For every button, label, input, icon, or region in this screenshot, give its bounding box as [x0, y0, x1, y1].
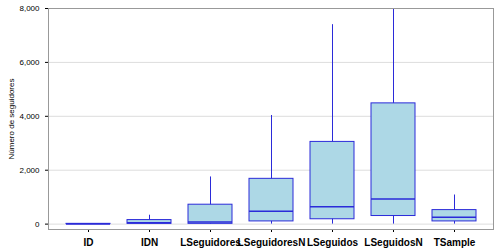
svg-text:6,000: 6,000 [19, 58, 40, 67]
svg-text:ID: ID [84, 237, 94, 248]
svg-text:4,000: 4,000 [19, 112, 40, 121]
svg-text:2,000: 2,000 [19, 166, 40, 175]
svg-text:Número de seguidores: Número de seguidores [7, 79, 16, 160]
svg-text:LSeguidoresN: LSeguidoresN [238, 237, 306, 248]
svg-text:LSeguidores: LSeguidores [180, 237, 241, 248]
svg-text:LSeguidosN: LSeguidosN [364, 237, 422, 248]
svg-text:0: 0 [35, 220, 40, 229]
svg-text:8,000: 8,000 [19, 4, 40, 13]
svg-text:LSeguidos: LSeguidos [307, 237, 359, 248]
svg-text:IDN: IDN [141, 237, 158, 248]
svg-text:TSample: TSample [434, 237, 476, 248]
